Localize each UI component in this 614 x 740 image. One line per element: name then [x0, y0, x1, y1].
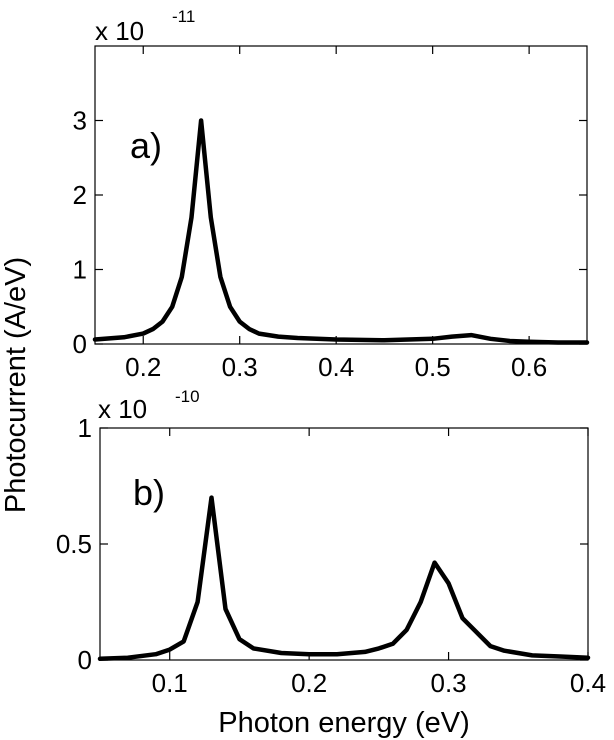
panel-a-x-tick-label: 0.4: [318, 352, 354, 382]
panel-b-y-tick-label: 0: [78, 645, 92, 675]
y-axis-title: Photocurrent (A/eV): [0, 257, 32, 513]
panel-b-axis-frame: [99, 427, 589, 661]
panel-b-series-line: [97, 495, 591, 662]
panel-a-label: a): [130, 125, 162, 166]
panel-b-y-tick-label: 1: [78, 413, 92, 443]
panel-b-y-tick-label: 0.5: [56, 529, 92, 559]
panel-a-y-tick-label: 2: [73, 180, 87, 210]
panel-b-x-tick-label: 0.3: [430, 668, 466, 698]
panel-b-exponent-prefix: x 10: [98, 394, 147, 424]
panel-b-x-tick-label: 0.2: [291, 668, 327, 698]
panel-a-y-tick-label: 3: [73, 106, 87, 136]
panel-b-ticks: 0.1 0.2 0.3 0.4 0 0.5 1: [56, 413, 606, 698]
panel-a-x-tick-label: 0.3: [222, 352, 258, 382]
panel-b: x 10 -10 0.1 0.2 0.3 0.4 0 0.5 1 b): [56, 387, 606, 698]
panel-a: x 10 -11 0.2 0.3 0.4 0.5 0.6 0 1 2 3 a): [73, 7, 590, 382]
panel-a-series-line: [92, 118, 590, 345]
panel-a-x-tick-label: 0.2: [125, 352, 161, 382]
x-axis-title: Photon energy (eV): [218, 707, 469, 739]
panel-b-exponent-power: -10: [175, 387, 200, 406]
panel-a-axis-frame: [94, 45, 588, 345]
panel-a-ticks: 0.2 0.3 0.4 0.5 0.6 0 1 2 3: [73, 46, 587, 382]
panel-b-x-tick-label: 0.1: [152, 668, 188, 698]
panel-a-exponent-power: -11: [172, 7, 195, 26]
panel-b-x-tick-label: 0.4: [570, 668, 606, 698]
panel-a-exponent-prefix: x 10: [95, 16, 144, 46]
panel-a-y-tick-label: 0: [73, 329, 87, 359]
panel-a-x-tick-label: 0.6: [511, 352, 547, 382]
panel-a-x-tick-label: 0.5: [415, 352, 451, 382]
panel-a-y-tick-label: 1: [73, 255, 87, 285]
panel-b-label: b): [133, 472, 165, 513]
